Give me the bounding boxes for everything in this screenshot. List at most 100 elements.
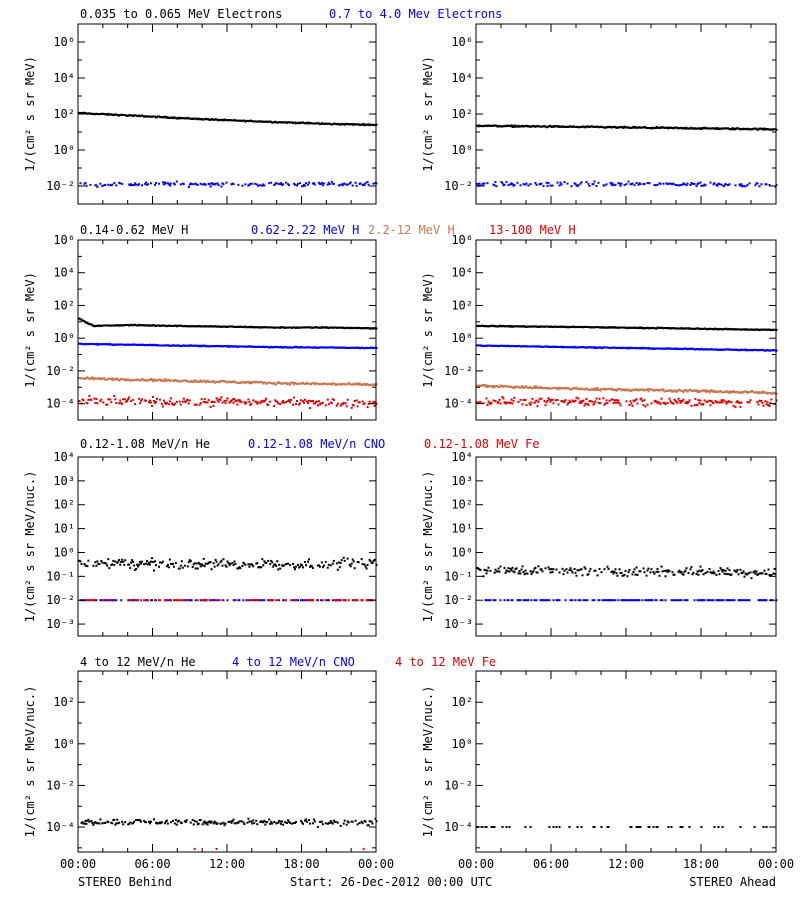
data-point <box>265 561 268 564</box>
data-point <box>563 181 566 184</box>
data-point <box>530 573 533 575</box>
data-point <box>352 404 355 407</box>
legend-label-row4-3: 4 to 12 MeV Fe <box>395 655 496 669</box>
data-point <box>104 822 107 824</box>
data-point <box>643 571 646 574</box>
data-point <box>351 558 354 561</box>
data-point <box>298 403 300 406</box>
data-point <box>328 821 331 824</box>
data-point <box>342 556 345 559</box>
data-point <box>709 181 712 184</box>
data-point <box>754 572 757 575</box>
data-point <box>203 398 206 401</box>
data-point <box>660 397 663 400</box>
data-point <box>704 184 707 187</box>
data-point <box>667 826 670 828</box>
data-point <box>580 568 583 571</box>
data-point <box>683 183 686 186</box>
data-point <box>630 826 633 828</box>
y-axis-title-row2-behind: 1/(cm² s sr MeV) <box>23 272 37 388</box>
data-point <box>734 406 737 408</box>
data-point <box>199 402 202 405</box>
data-point <box>179 599 182 602</box>
data-point <box>257 184 260 187</box>
data-point <box>324 599 327 602</box>
data-point <box>748 599 751 602</box>
data-point <box>78 400 81 403</box>
data-point <box>529 826 532 828</box>
data-points-row3-ahead <box>476 565 778 602</box>
data-point <box>327 181 330 184</box>
series-2-row1-behind <box>79 180 378 188</box>
data-point <box>682 573 685 576</box>
data-point <box>513 184 516 187</box>
data-point <box>672 182 675 185</box>
data-point <box>547 397 550 400</box>
series-3-row4-behind <box>193 847 365 850</box>
data-point <box>587 182 590 185</box>
data-point <box>216 564 219 567</box>
data-point <box>267 404 270 406</box>
data-point <box>624 569 627 572</box>
data-point <box>708 599 711 602</box>
data-point <box>487 566 490 569</box>
data-point <box>186 565 189 568</box>
data-points-row2-ahead <box>476 324 778 408</box>
y-tick-label: 10⁻⁴ <box>444 820 473 834</box>
data-point <box>349 181 352 184</box>
y-tick-label: 10⁶ <box>53 233 75 247</box>
data-point <box>679 184 682 187</box>
y-tick-label: 10⁻² <box>444 778 473 792</box>
data-point <box>574 599 577 602</box>
data-point <box>362 847 365 850</box>
data-point <box>672 402 675 405</box>
data-point <box>244 183 247 186</box>
x-tick-label: 18:00 <box>283 857 319 871</box>
data-point <box>343 559 346 562</box>
data-point <box>685 401 688 404</box>
data-point <box>566 182 569 185</box>
y-tick-label: 10⁻² <box>444 593 473 607</box>
data-point <box>261 184 264 187</box>
data-point <box>133 564 136 567</box>
data-point <box>315 400 318 403</box>
data-point <box>175 823 178 826</box>
data-point <box>350 406 353 409</box>
data-point <box>508 570 511 573</box>
data-point <box>100 398 103 401</box>
data-point <box>584 567 587 570</box>
data-point <box>686 599 689 602</box>
data-point <box>233 560 236 563</box>
data-point <box>200 563 203 566</box>
data-point <box>476 401 479 404</box>
data-point <box>584 599 587 602</box>
data-point <box>285 181 288 184</box>
data-point <box>561 567 564 570</box>
data-point <box>137 565 140 568</box>
data-point <box>172 403 175 406</box>
data-point <box>482 184 485 187</box>
data-point <box>525 182 528 185</box>
data-point <box>336 402 339 405</box>
data-point <box>165 819 168 822</box>
data-point <box>706 400 709 403</box>
x-tick-label: 00:00 <box>358 857 394 871</box>
data-point <box>684 569 687 572</box>
data-point <box>762 826 765 828</box>
data-point <box>134 403 137 406</box>
data-point <box>94 402 97 404</box>
data-point <box>230 821 233 824</box>
data-point <box>498 398 501 401</box>
data-point <box>262 821 265 824</box>
data-point <box>138 183 141 186</box>
data-point <box>215 397 218 400</box>
data-point <box>768 183 771 186</box>
data-point <box>309 407 311 410</box>
data-point <box>208 599 211 602</box>
data-point <box>596 574 599 577</box>
data-point <box>659 403 662 405</box>
data-point <box>324 822 327 825</box>
x-ticks-row3-behind <box>77 457 377 636</box>
data-point <box>491 826 494 828</box>
